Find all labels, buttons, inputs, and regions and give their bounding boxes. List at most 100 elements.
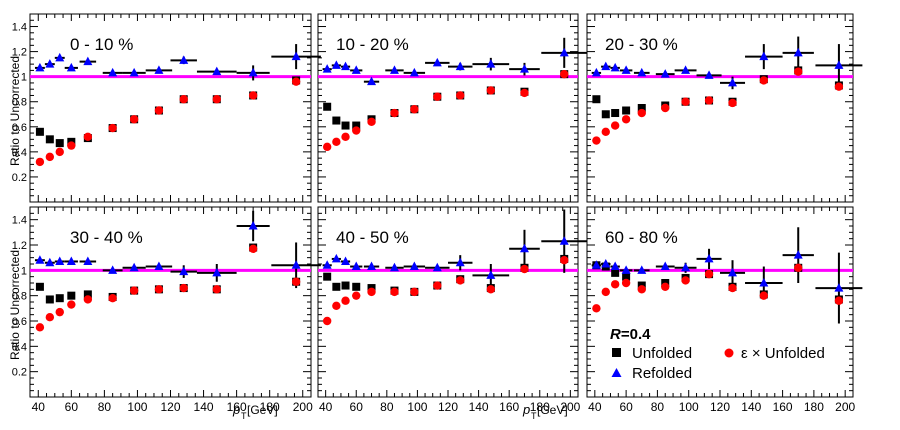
eff-unfolded-point [610, 280, 620, 289]
legend: R=0.4 Unfolded ε × Unfolded Refolded [610, 326, 825, 382]
eff-unfolded-point [456, 276, 465, 285]
refolded-point [455, 61, 465, 71]
unfolded-point [35, 282, 44, 291]
refolded-point [637, 265, 647, 274]
refolded-point [331, 60, 341, 69]
refolded-point [681, 65, 691, 74]
x-tick-label: 60 [65, 400, 79, 414]
eff-unfolded-point [520, 88, 529, 98]
eff-unfolded-point [637, 108, 646, 118]
refolded-point [389, 65, 399, 74]
unfolded-point [611, 109, 620, 118]
refolded-point [601, 259, 611, 268]
panel-30-40: 40 60 80 100 120 140 160 180 200 0.2 0.4 0.6 0.8 1 1.2… [12, 206, 321, 414]
eff-unfolded-point [390, 287, 399, 297]
eff-unfolded-point [108, 123, 117, 133]
unfolded-point [341, 281, 350, 290]
eff-unfolded-point [367, 117, 376, 126]
refolded-point [179, 266, 189, 276]
refolded-point [834, 60, 844, 69]
x-tick-label: 140 [741, 400, 761, 414]
refolded-point [834, 283, 844, 292]
legend-radius: R=0.4 [610, 326, 651, 343]
refolded-point [591, 67, 601, 77]
x-tick-label: 80 [380, 400, 394, 414]
refolded-point [66, 256, 76, 265]
eff-unfolded-point [55, 147, 64, 157]
x-tick-label: 160 [773, 400, 793, 414]
y-tick-label: 0.4 [12, 341, 27, 353]
unfolded-point [622, 272, 631, 281]
refolded-point [455, 257, 465, 267]
refolded-point [704, 70, 714, 79]
x-axis-title-subscript: T [531, 411, 537, 421]
refolded-point [559, 236, 569, 245]
eff-unfolded-point [681, 276, 690, 285]
refolded-point [331, 253, 341, 263]
unfolded-point [323, 272, 332, 281]
unfolded-point [45, 135, 54, 144]
refolded-point [341, 256, 351, 265]
centrality-label: 0 - 10 % [70, 35, 133, 54]
refolded-point [212, 66, 222, 76]
eff-unfolded-point [410, 105, 419, 114]
y-tick-label: 1.2 [12, 240, 27, 252]
eff-unfolded-point [67, 300, 76, 309]
eff-unfolded-point [794, 263, 803, 272]
x-tick-label: 180 [804, 400, 824, 414]
eff-unfolded-point [433, 281, 442, 290]
unfolded-point [332, 282, 341, 291]
y-axis-title-bottom: Ratio to Uncorrected [8, 250, 22, 360]
refolded-point [83, 256, 93, 265]
x-tick-label: 60 [619, 400, 633, 414]
eff-unfolded-point [433, 92, 442, 101]
x-tick-label: 80 [98, 400, 112, 414]
eff-unfolded-point [212, 285, 221, 294]
unfolded-point [55, 294, 64, 303]
eff-unfolded-point [390, 108, 399, 118]
refolded-point [154, 261, 164, 271]
centrality-label: 40 - 50 % [336, 228, 409, 247]
y-tick-label: 0.6 [12, 316, 27, 328]
refolded-point [728, 77, 738, 87]
refolded-point [291, 260, 301, 269]
eff-unfolded-point [834, 296, 844, 305]
eff-unfolded-point [520, 264, 529, 274]
eff-unfolded-point [704, 96, 714, 105]
x-tick-label: 120 [438, 400, 458, 414]
eff-unfolded-point [35, 323, 45, 332]
y-tick-label: 1.2 [12, 47, 27, 59]
refolded-point [610, 62, 620, 72]
eff-unfolded-point [341, 132, 350, 142]
refolded-point [704, 253, 714, 263]
refolded-point [621, 65, 631, 74]
eff-unfolded-point [248, 244, 258, 253]
eff-unfolded-point [179, 283, 188, 293]
eff-unfolded-point [794, 67, 803, 76]
panel-grid: 0.2 0.4 0.6 0.8 1 1.2 1.4 0 - 10 % 10 - 20 % 20 -… [12, 13, 863, 414]
y-tick-label: 1.4 [12, 22, 27, 34]
eff-unfolded-point [45, 313, 55, 322]
legend-radius-symbol: R [610, 326, 621, 343]
refolded-point [432, 262, 442, 272]
refolded-point [322, 64, 332, 73]
eff-unfolded-point [834, 82, 844, 91]
x-tick-label: 60 [350, 400, 364, 414]
eff-unfolded-point [83, 295, 93, 304]
eff-unfolded-point [560, 256, 569, 265]
y-tick-label: 0.2 [12, 367, 27, 379]
eff-unfolded-point [728, 98, 737, 108]
x-tick-label: 40 [32, 400, 46, 414]
eff-unfolded-point [728, 283, 737, 293]
x-tick-label: 40 [588, 400, 602, 414]
eff-unfolded-point [759, 291, 769, 300]
eff-unfolded-point [154, 285, 164, 294]
eff-unfolded-point [456, 91, 465, 100]
centrality-label: 10 - 20 % [336, 35, 409, 54]
refolded-point [367, 76, 377, 86]
eff-unfolded-point [486, 285, 496, 294]
x-tick-label: 140 [469, 400, 489, 414]
unfolded-point [352, 282, 361, 291]
x-tick-label: 40 [319, 400, 333, 414]
